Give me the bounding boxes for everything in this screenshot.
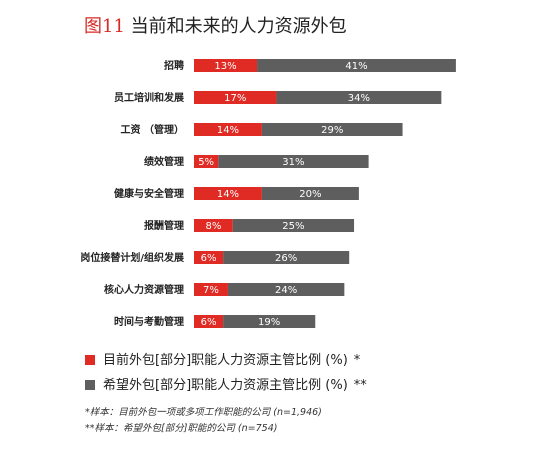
bar-current (194, 155, 219, 168)
data-label-current: 17% (224, 93, 246, 104)
data-label-wanted: 24% (275, 285, 297, 296)
legend-label-wanted: 希望外包[部分]职能人力资源主管比例 (%) (103, 378, 348, 393)
legend-item-current: 目前外包[部分]职能人力资源主管比例 (%) * (85, 349, 360, 368)
data-label-wanted: 26% (275, 253, 297, 264)
category-label: 员工培训和发展 (114, 91, 184, 104)
legend-label-current: 目前外包[部分]职能人力资源主管比例 (%) (103, 353, 348, 368)
category-label: 时间与考勤管理 (114, 315, 184, 328)
data-label-wanted: 25% (282, 221, 304, 232)
category-label: 核心人力资源管理 (104, 283, 184, 296)
bar-wanted (223, 315, 316, 328)
bar-current (194, 251, 224, 264)
data-label-current: 14% (217, 189, 239, 200)
data-label-current: 14% (217, 125, 239, 136)
figure-number: 图11 (84, 16, 125, 37)
bar-current (194, 315, 224, 328)
legend-swatch-wanted (85, 380, 95, 390)
legend-item-wanted: 希望外包[部分]职能人力资源主管比例 (%) ** (85, 374, 367, 393)
legend-suffix-wanted: ** (353, 378, 367, 393)
category-label: 健康与安全管理 (114, 187, 184, 200)
data-label-current: 13% (214, 61, 236, 72)
data-label-wanted: 29% (321, 125, 343, 136)
bar-current (194, 91, 277, 104)
data-label-wanted: 20% (299, 189, 321, 200)
chart-title-text: 当前和未来的人力资源外包 (130, 16, 347, 37)
bar-wanted (218, 155, 369, 168)
bar-wanted (232, 219, 355, 232)
bar-current (194, 59, 258, 72)
bar-current (194, 187, 262, 200)
data-label-current: 5% (198, 157, 214, 168)
data-label-current: 7% (203, 285, 219, 296)
legend-swatch-current (85, 355, 95, 365)
bar-wanted (261, 187, 359, 200)
bar-current (194, 123, 262, 136)
bar-wanted (223, 251, 350, 264)
footnote-current-sample: *样本：目前外包一项或多项工作职能的公司 (n=1,946) (85, 407, 322, 418)
category-label: 招聘 (164, 59, 184, 72)
category-label: 岗位接替计划/组织发展 (80, 251, 184, 264)
bar-current (194, 219, 233, 232)
bar-wanted (261, 123, 403, 136)
category-label: 报酬管理 (144, 219, 184, 232)
bar-current (194, 283, 228, 296)
data-label-current: 6% (201, 253, 217, 264)
bar-wanted (227, 283, 345, 296)
legend-suffix-current: * (353, 353, 361, 368)
data-label-wanted: 41% (345, 61, 367, 72)
data-label-wanted: 34% (348, 93, 370, 104)
footnote-wanted-sample: **样本：希望外包[部分]职能的公司 (n=754) (85, 423, 278, 434)
chart-title: 图11 当前和未来的人力资源外包 (84, 12, 347, 38)
data-label-current: 8% (205, 221, 221, 232)
category-label: 绩效管理 (144, 155, 184, 168)
bar-wanted (276, 91, 442, 104)
data-label-current: 6% (201, 317, 217, 328)
bar-wanted (257, 59, 456, 72)
bar-chart: 招聘 13% 41% 员工培训和发展 17% 34% 工资 （管理） 14% 29% 绩效管理 5%… (80, 59, 456, 328)
category-label: 工资 （管理） (121, 123, 184, 136)
data-label-wanted: 19% (258, 317, 280, 328)
data-label-wanted: 31% (282, 157, 304, 168)
